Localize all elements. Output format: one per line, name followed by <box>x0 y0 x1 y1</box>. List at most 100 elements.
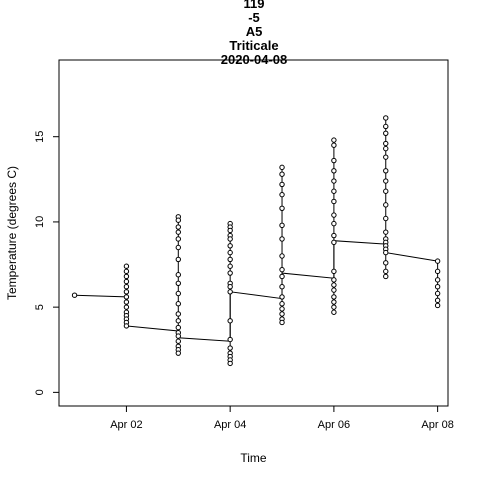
data-point <box>331 282 337 288</box>
data-point <box>331 268 337 275</box>
data-point <box>227 270 233 276</box>
data-point <box>175 224 181 230</box>
data-point <box>227 289 233 295</box>
data-point <box>331 178 337 184</box>
data-point <box>331 142 337 148</box>
data-point <box>383 130 389 136</box>
series-lines <box>74 117 439 364</box>
data-point <box>331 309 337 315</box>
data-point <box>383 154 389 160</box>
data-point <box>175 290 181 297</box>
data-point <box>279 311 285 317</box>
data-point <box>175 244 181 251</box>
data-point <box>383 268 389 275</box>
data-point <box>279 171 285 177</box>
data-point <box>123 299 130 305</box>
data-point <box>227 249 233 256</box>
data-point <box>279 253 285 259</box>
data-point <box>331 198 337 205</box>
data-point <box>383 115 389 121</box>
data-point <box>123 268 130 275</box>
data-point <box>434 297 441 304</box>
data-point <box>383 202 389 208</box>
y-axis: 0 5 10 15 <box>34 131 59 395</box>
data-point <box>227 236 233 242</box>
data-point <box>123 278 130 285</box>
x-axis: Apr 02 Apr 04 Apr 06 Apr 08 <box>110 406 454 431</box>
data-point <box>175 318 181 324</box>
data-point <box>123 263 130 269</box>
y-tick-label: 0 <box>34 389 46 395</box>
data-point <box>434 268 441 275</box>
data-point <box>279 191 285 198</box>
data-point <box>175 236 181 242</box>
data-point <box>175 301 181 307</box>
data-point <box>331 168 337 174</box>
data-point <box>279 205 285 211</box>
y-tick-label: 5 <box>34 304 46 310</box>
data-point <box>175 229 181 235</box>
data-point <box>279 301 285 307</box>
data-point <box>227 336 233 343</box>
data-point <box>331 294 337 300</box>
data-point <box>331 299 337 305</box>
x-tick-label: Apr 04 <box>214 419 246 431</box>
data-points <box>71 115 441 367</box>
data-point <box>434 258 441 264</box>
data-point <box>175 338 181 344</box>
data-point <box>331 239 337 246</box>
x-tick-label: Apr 02 <box>110 419 142 431</box>
data-point <box>175 350 181 356</box>
data-point <box>123 289 130 295</box>
data-point <box>175 217 181 223</box>
data-point <box>175 256 181 263</box>
x-tick-label: Apr 06 <box>318 419 350 431</box>
data-point <box>279 319 285 326</box>
y-axis-label: Temperature (degrees C) <box>5 166 19 300</box>
data-point <box>175 311 181 317</box>
data-point <box>123 283 130 290</box>
data-point <box>383 249 389 256</box>
title-line: Triticale <box>229 38 278 53</box>
y-tick-label: 15 <box>34 131 46 143</box>
data-point <box>279 266 285 273</box>
data-point <box>331 287 337 293</box>
data-point <box>331 304 337 310</box>
data-point <box>279 222 285 229</box>
data-point <box>279 283 285 290</box>
data-point <box>123 273 130 280</box>
data-point <box>383 145 389 152</box>
data-point <box>383 178 389 184</box>
data-point <box>331 188 337 194</box>
data-point <box>175 280 181 286</box>
data-point <box>279 294 285 300</box>
data-point <box>279 181 285 188</box>
data-point <box>279 164 285 171</box>
x-tick-label: Apr 08 <box>421 419 453 431</box>
title-line: -5 <box>248 10 260 25</box>
data-point <box>331 212 337 218</box>
data-point <box>123 323 130 329</box>
data-point <box>383 215 389 222</box>
title-line: 119 <box>244 0 265 11</box>
data-point <box>434 302 441 309</box>
x-axis-label: Time <box>240 451 267 465</box>
data-point <box>227 318 233 324</box>
series-line <box>74 240 438 342</box>
data-point <box>175 324 181 331</box>
data-point <box>175 333 181 339</box>
data-point <box>383 168 389 174</box>
data-point <box>331 157 337 164</box>
data-point <box>123 304 130 310</box>
title-line: A5 <box>246 24 263 39</box>
data-point <box>227 345 233 351</box>
data-point <box>227 243 233 249</box>
data-point <box>331 220 337 227</box>
y-tick-label: 10 <box>34 216 46 228</box>
data-point <box>279 273 285 280</box>
data-point <box>227 283 233 290</box>
data-point <box>331 277 337 283</box>
data-point <box>71 292 78 298</box>
